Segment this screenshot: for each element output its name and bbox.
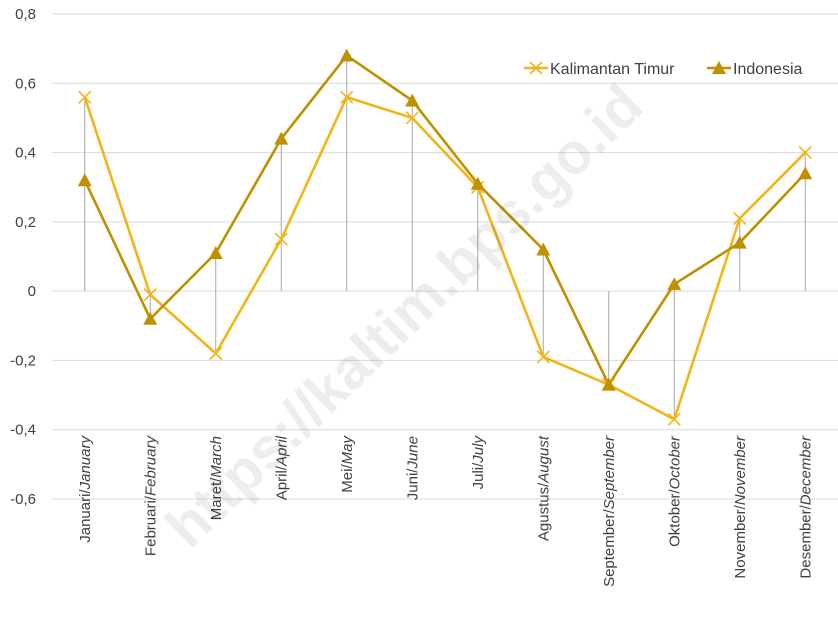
data-point-0 bbox=[274, 232, 288, 246]
x-tick-label-id: April/ bbox=[273, 465, 290, 500]
x-tick-label-id: Maret/ bbox=[208, 477, 225, 520]
x-tick-label-id: Juni/ bbox=[404, 468, 421, 501]
x-tick-label-id: Desember/ bbox=[797, 504, 814, 578]
legend-marker bbox=[712, 61, 726, 74]
y-tick-label: 0,2 bbox=[15, 214, 36, 231]
x-axis-tick-labels: Januari/January Februari/February Maret/Ma… bbox=[77, 435, 815, 587]
data-point-0 bbox=[733, 211, 747, 225]
y-tick-label: -0,4 bbox=[10, 422, 36, 439]
y-tick-label: -0,6 bbox=[10, 491, 36, 508]
y-tick-label: -0,2 bbox=[10, 352, 36, 369]
x-tick-label-id: Januari/ bbox=[77, 489, 94, 543]
data-point-0 bbox=[143, 288, 157, 302]
x-tick-label-en: November bbox=[732, 435, 749, 505]
x-tick-label: Oktober/October bbox=[666, 435, 683, 547]
data-point-1 bbox=[470, 176, 485, 190]
x-tick-label: Januari/January bbox=[77, 435, 94, 543]
data-point-0 bbox=[405, 111, 419, 125]
drop-lines bbox=[84, 55, 806, 420]
data-point-0 bbox=[78, 90, 92, 104]
series-line-1 bbox=[83, 54, 807, 386]
x-tick-label-id: November/ bbox=[732, 504, 749, 578]
data-point-0 bbox=[667, 412, 681, 426]
x-tick-label-id: Oktober/ bbox=[666, 489, 683, 547]
legend-marker bbox=[529, 61, 543, 75]
x-tick-label: Februari/February bbox=[142, 435, 159, 557]
x-tick-label-en: December bbox=[797, 435, 814, 505]
x-tick-label: Juli/July bbox=[470, 435, 487, 490]
y-tick-label: 0,6 bbox=[15, 75, 36, 92]
x-tick-label-en: January bbox=[77, 435, 94, 491]
data-point-1 bbox=[77, 173, 92, 187]
x-tick-label: Juni/June bbox=[404, 436, 421, 500]
data-point-0 bbox=[798, 146, 812, 160]
data-point-0 bbox=[340, 90, 354, 104]
data-point-1 bbox=[339, 48, 354, 62]
data-point-1 bbox=[732, 235, 747, 249]
x-tick-label-id: Agustus/ bbox=[535, 482, 552, 541]
x-tick-label-id: September/ bbox=[601, 509, 618, 587]
x-tick-label: September/September bbox=[601, 435, 618, 587]
x-tick-label-en: March bbox=[208, 436, 225, 478]
x-tick-label-en: June bbox=[404, 436, 421, 470]
x-tick-label-en: April bbox=[273, 435, 290, 467]
x-tick-label: Agustus/August bbox=[535, 435, 552, 541]
data-point-1 bbox=[667, 277, 682, 291]
x-tick-label-id: Mei/ bbox=[339, 464, 356, 493]
x-tick-label: Mei/May bbox=[339, 435, 356, 493]
x-tick-label: April/April bbox=[273, 435, 290, 500]
x-tick-label: Maret/March bbox=[208, 436, 225, 520]
data-point-1 bbox=[536, 242, 551, 256]
data-point-1 bbox=[143, 311, 158, 325]
legend-label: Kalimantan Timur bbox=[550, 61, 675, 78]
x-tick-label: November/November bbox=[732, 435, 749, 579]
data-point-1 bbox=[208, 246, 223, 259]
x-tick-label-en: September bbox=[601, 435, 618, 509]
y-tick-label: 0,8 bbox=[15, 6, 36, 23]
x-tick-label-en: May bbox=[339, 435, 356, 465]
legend-label: Indonesia bbox=[733, 61, 802, 78]
x-tick-label-id: Februari/ bbox=[142, 495, 159, 556]
data-point-1 bbox=[601, 377, 616, 391]
legend: Kalimantan Timur Indonesia bbox=[524, 61, 802, 78]
x-tick-label-id: Juli/ bbox=[470, 462, 487, 490]
data-point-1 bbox=[798, 166, 813, 180]
series-lines bbox=[77, 48, 813, 426]
series-line-0 bbox=[83, 95, 807, 421]
x-tick-label: Desember/December bbox=[797, 435, 814, 579]
x-tick-label-en: February bbox=[142, 435, 159, 497]
data-point-1 bbox=[274, 131, 289, 145]
y-axis-tick-labels: -0,6 -0,4 -0,2 0 0,2 0,4 0,6 0,8 bbox=[10, 6, 36, 508]
y-tick-label: 0,4 bbox=[15, 145, 36, 162]
data-point-0 bbox=[536, 350, 550, 364]
data-point-0 bbox=[209, 346, 223, 361]
y-tick-label: 0 bbox=[28, 283, 36, 300]
x-tick-label-en: August bbox=[535, 435, 552, 484]
data-point-1 bbox=[405, 93, 420, 107]
x-tick-label-en: October bbox=[666, 435, 683, 489]
x-tick-label-en: July bbox=[470, 435, 487, 464]
